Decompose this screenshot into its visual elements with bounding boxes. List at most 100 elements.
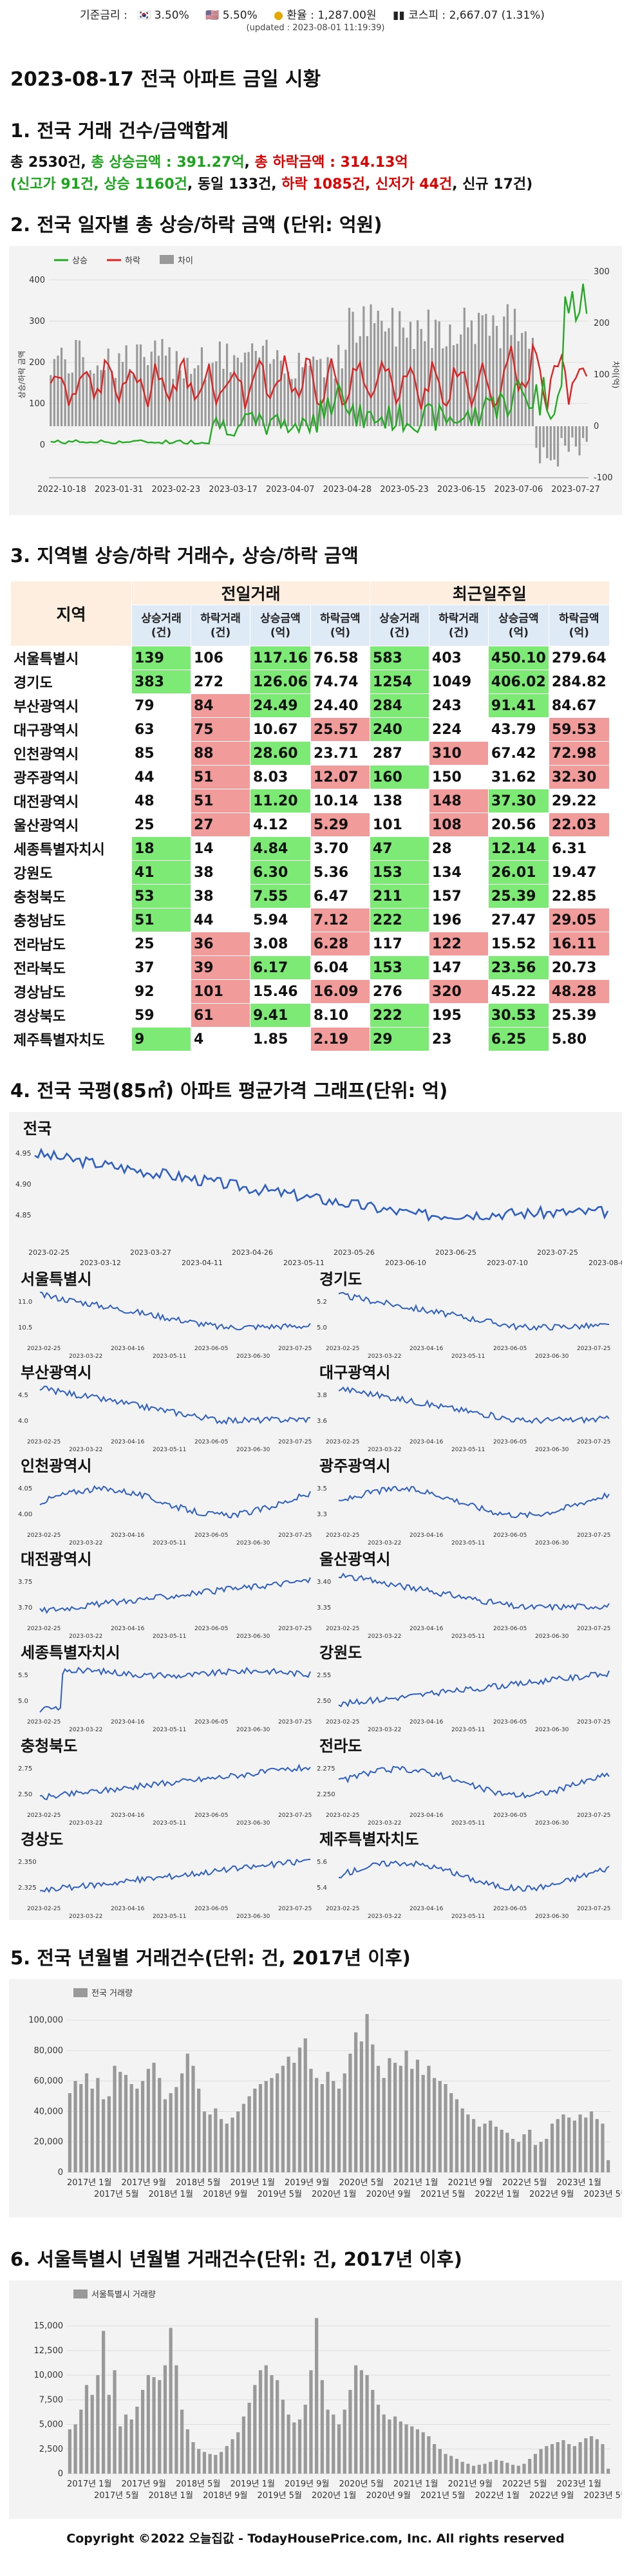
x-tick-label: 2022년 1월 [475,2491,520,2501]
diff-bar [373,323,376,426]
x-tick-label: 2017년 1월 [67,2479,111,2489]
x-tick-label: 2023-05-11 [451,1727,485,1733]
bar [185,2053,189,2172]
bar [158,2380,162,2474]
bar [315,2078,319,2172]
legend-label: 하락 [125,256,140,266]
bar [438,2449,442,2474]
table-cell: 16.11 [548,932,610,956]
diff-bar [442,348,444,426]
table-cell: 29 [369,1027,429,1051]
national-monthly-panel: 전국 거래량 0 20,000 40,000 60,000 80,000 100,000 20… [9,1979,628,2217]
bar [332,2414,335,2474]
table-cell: 211 [369,884,429,908]
table-cell: 160 [369,765,429,789]
bar [197,2449,201,2474]
x-tick-label: 2023-06-05 [493,1439,527,1445]
x-tick-label: 2023-02-25 [27,1812,61,1819]
bar [174,2365,178,2474]
table-cell: 92 [131,979,191,1004]
y-tick: 2.50 [18,1791,32,1798]
region-chart-title: 경상도 [21,1830,63,1848]
bar [332,2081,335,2172]
y-label-left: 상승/하락 금액 [17,351,26,399]
table-cell: 15.52 [487,932,549,956]
x-tick-label: 2023-04-11 [182,1259,223,1267]
x-tick-label: 2023-04-26 [232,1248,273,1257]
table-cell: 6.17 [250,955,311,980]
table-cell: 196 [428,908,489,932]
diff-bar [168,347,171,426]
table-cell: 222 [369,1003,429,1028]
table-row: 충청북도 53 38 7.55 6.47 211 157 25.39 22.85 [10,884,610,908]
y-tick-right: 100 [594,370,610,380]
x-tick-label: 2023-05-11 [451,1540,485,1547]
y-tick: 5.6 [317,1859,327,1866]
bar [410,2426,414,2474]
table-cell: 12.07 [310,765,370,789]
price-line [338,1292,610,1331]
x-tick-label: 2020년 9월 [366,2491,411,2501]
bar [169,2093,173,2172]
bar [79,2083,83,2172]
table-cell: 29.22 [548,789,610,813]
diff-bar [366,336,369,426]
bar [337,2089,341,2172]
x-tick-label: 2023-08-09 [589,1259,622,1267]
x-tick-label: 2023-06-05 [194,1439,228,1445]
diff-bar [208,363,211,426]
bar [382,2414,386,2474]
bar [84,2385,89,2474]
bar [68,2093,71,2172]
x-tick-label: 2023-03-22 [69,1820,102,1827]
bar [483,2463,487,2474]
bar [84,2073,89,2172]
y-tick: 2,500 [39,2445,63,2454]
bar [528,2129,532,2172]
table-row: 인천광역시 85 88 28.60 23.71 287 310 67.42 72.98 [10,741,610,766]
diff-bar [204,379,207,426]
table-cell: 59 [131,1003,191,1028]
price-line [338,1572,610,1612]
bar [359,2041,363,2172]
diff-bar [78,340,81,426]
diff-bar [236,357,239,426]
bar [96,2078,100,2172]
y-tick: 3.3 [317,1511,327,1518]
x-tick-label: 2023-05-26 [334,1248,375,1257]
table-cell: 15.46 [250,979,311,1004]
bar [393,2416,397,2474]
table-cell: 383 [131,670,191,694]
bar [455,2099,459,2172]
x-tick-label: 2023-07-25 [278,1346,312,1352]
legend-swatch [73,1988,88,1997]
y-tick: 7,500 [39,2395,63,2405]
table-cell: 108 [428,813,489,837]
bar [135,2089,139,2172]
diff-bar [438,321,440,426]
y-tick: 2.75 [18,1765,32,1772]
bar [163,2365,167,2474]
bar [489,2461,493,2474]
x-tick-label: 2023년 1월 [557,2178,601,2188]
x-tick-label: 2023-01-31 [95,485,144,494]
table-cell: 8.03 [250,765,311,789]
bar [561,2440,565,2474]
x-tick-label: 2023-02-25 [27,1626,61,1632]
x-tick-label: 2023-06-05 [493,1812,527,1819]
region-chart-title: 울산광역시 [319,1550,390,1568]
x-tick-label: 2021년 1월 [393,2178,438,2188]
bar [522,2134,526,2172]
bar [191,2442,195,2474]
table-cell: 39 [191,955,250,980]
diff-bar [50,375,52,426]
diff-bar [521,333,523,426]
table-cell: 4.84 [250,836,311,861]
bar [202,2111,207,2172]
bar [79,2409,83,2474]
x-tick-label: 2023-07-25 [577,1439,610,1445]
bar [343,2073,346,2172]
diff-bar [179,370,182,426]
x-tick-label: 2021년 5월 [420,2491,465,2501]
x-tick-label: 2022년 9월 [529,2491,574,2501]
